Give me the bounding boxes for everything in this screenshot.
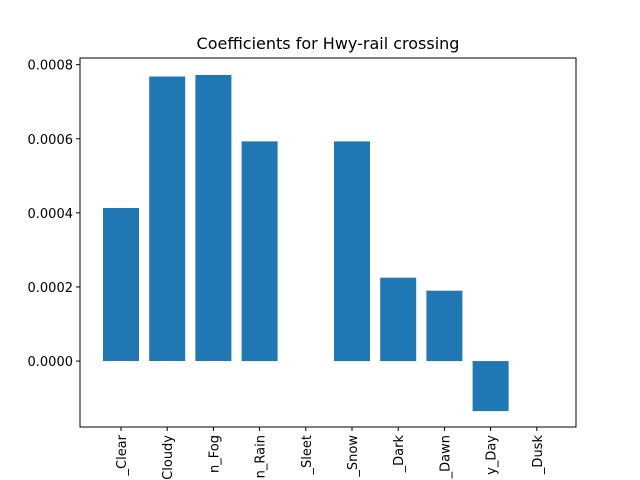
bar	[426, 290, 463, 362]
y-axis: 0.0000 0.0002 0.0004 0.0006 0.0008	[28, 59, 80, 370]
x-tick-label: y_Day	[485, 435, 500, 475]
x-tick-label: _Snow	[346, 435, 361, 478]
bar	[149, 76, 186, 361]
bar	[334, 141, 370, 362]
x-tick-label: Cloudy	[161, 435, 176, 480]
x-axis: _Clear Cloudy n_Fog n_Rain _Sleet _Snow _Dark _…	[115, 427, 546, 480]
x-tick-label: n_Rain	[254, 435, 269, 478]
plot-frame	[79, 57, 577, 428]
y-tick-label: 0.0000	[28, 355, 74, 370]
chart-title: Coefficients for Hwy-rail crossing	[197, 34, 460, 53]
x-tick-label: n_Fog	[207, 435, 222, 473]
bars-group	[103, 75, 509, 412]
bar	[195, 75, 232, 361]
bar	[103, 208, 139, 361]
bar	[472, 361, 509, 412]
y-tick-label: 0.0006	[28, 133, 74, 148]
x-tick-label: _Dusk	[531, 435, 546, 476]
y-tick-label: 0.0004	[28, 207, 74, 222]
y-tick-label: 0.0002	[28, 281, 74, 296]
y-tick-label: 0.0008	[28, 59, 74, 74]
bar	[241, 141, 278, 362]
x-tick-label: _Clear	[115, 434, 130, 476]
x-tick-label: _Dawn	[438, 435, 453, 479]
x-tick-label: _Dark	[392, 435, 407, 474]
bar	[380, 277, 417, 362]
x-tick-label: _Sleet	[300, 435, 315, 475]
